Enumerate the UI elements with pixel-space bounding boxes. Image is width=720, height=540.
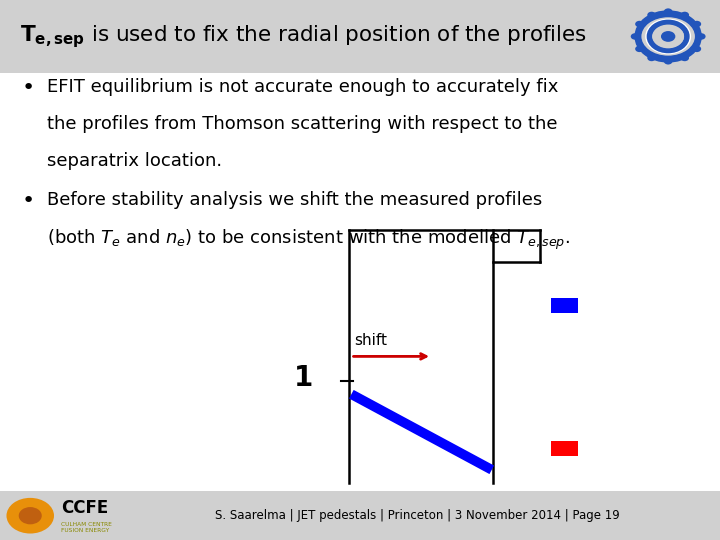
Text: CCFE: CCFE: [61, 500, 109, 517]
Circle shape: [693, 21, 701, 27]
Circle shape: [19, 507, 42, 524]
Circle shape: [693, 45, 701, 52]
Text: the profiles from Thomson scattering with respect to the: the profiles from Thomson scattering wit…: [47, 115, 557, 133]
Text: Before stability analysis we shift the measured profiles: Before stability analysis we shift the m…: [47, 191, 542, 209]
Circle shape: [635, 21, 644, 27]
Circle shape: [635, 45, 644, 52]
Circle shape: [680, 55, 689, 61]
Bar: [551, 441, 578, 456]
Circle shape: [661, 31, 675, 42]
Bar: [0, 0, 720, 73]
Text: EFIT equilibrium is not accurate enough to accurately fix: EFIT equilibrium is not accurate enough …: [47, 78, 558, 96]
Circle shape: [664, 8, 672, 15]
Text: CULHAM CENTRE
FUSION ENERGY: CULHAM CENTRE FUSION ENERGY: [61, 523, 112, 534]
Circle shape: [664, 58, 672, 65]
Circle shape: [6, 498, 54, 534]
Text: shift: shift: [354, 333, 387, 348]
Text: (both $T_e$ and $n_e$) to be consistent with the modelled $T_{e,sep}$.: (both $T_e$ and $n_e$) to be consistent …: [47, 228, 570, 252]
Text: •: •: [22, 78, 35, 98]
Circle shape: [652, 24, 684, 48]
Circle shape: [636, 12, 700, 60]
Text: •: •: [22, 191, 35, 211]
Circle shape: [647, 12, 656, 18]
Text: 1: 1: [294, 364, 313, 392]
Text: S. Saarelma | JET pedestals | Princeton | 3 November 2014 | Page 19: S. Saarelma | JET pedestals | Princeton …: [215, 509, 620, 522]
Circle shape: [697, 33, 706, 40]
Circle shape: [680, 12, 689, 18]
Circle shape: [647, 55, 656, 61]
Text: $\mathbf{T}_{\mathbf{e,sep}}$ is used to fix the radial position of the profiles: $\mathbf{T}_{\mathbf{e,sep}}$ is used to…: [20, 23, 588, 50]
Bar: [0, 73, 720, 491]
Bar: [0, 491, 720, 540]
Text: separatrix location.: separatrix location.: [47, 152, 222, 170]
Bar: [551, 298, 578, 313]
Circle shape: [631, 33, 639, 40]
